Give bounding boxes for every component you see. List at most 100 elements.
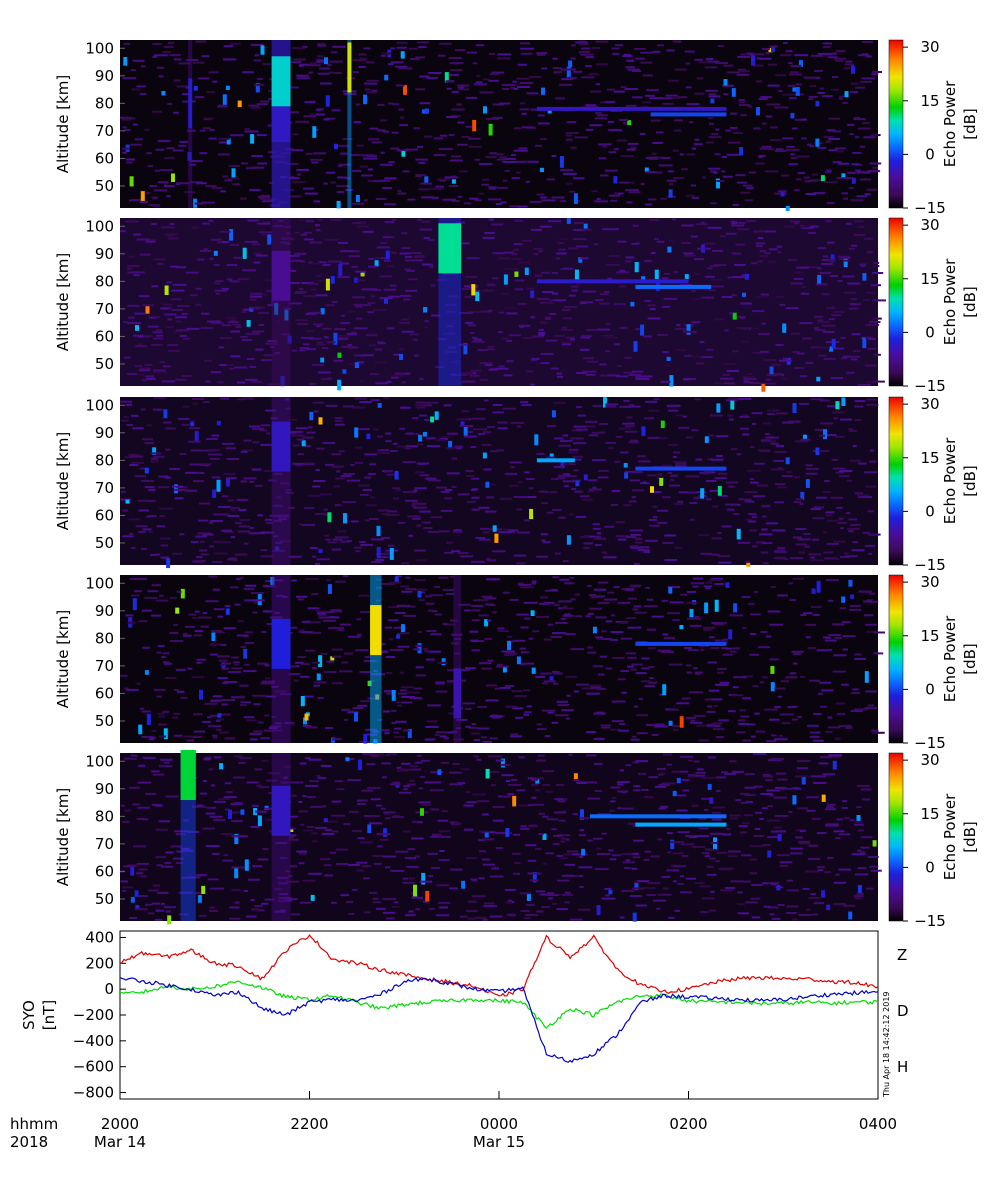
echo-cell — [841, 357, 848, 360]
echo-cell — [402, 881, 415, 884]
echo-cell — [792, 795, 797, 805]
echo-cell — [737, 719, 746, 722]
echo-cell — [809, 85, 817, 88]
echo-cell — [242, 71, 254, 74]
echo-cell — [706, 865, 714, 868]
echo-cell — [400, 232, 408, 235]
echo-cell — [765, 230, 776, 233]
echo-cell — [646, 628, 657, 631]
echo-cell — [594, 537, 607, 540]
echo-cell — [234, 366, 248, 369]
echo-layer — [650, 112, 727, 117]
echo-cell — [482, 858, 491, 861]
echo-cell — [650, 252, 656, 254]
echo-cell — [238, 509, 247, 511]
echo-cell — [465, 470, 474, 472]
echo-cell — [142, 756, 156, 759]
echo-cell — [668, 916, 675, 919]
echo-cell — [227, 177, 240, 180]
echo-cell — [841, 621, 851, 624]
echo-cell — [539, 893, 547, 896]
echo-cell — [620, 155, 634, 157]
echo-cell — [400, 701, 413, 704]
echo-cell — [172, 485, 184, 488]
echo-cell — [758, 646, 771, 649]
echo-cell — [799, 375, 808, 378]
time-tick-label: 0400 — [859, 1115, 897, 1133]
echo-cell — [641, 667, 650, 670]
echo-cell — [799, 322, 813, 325]
echo-cell — [572, 70, 583, 73]
echo-cell — [671, 770, 681, 773]
echo-cell — [484, 364, 493, 367]
echo-cell — [371, 141, 382, 144]
echo-cell — [172, 149, 184, 152]
echo-cell — [644, 417, 654, 420]
echo-cell — [451, 108, 465, 111]
echo-cell — [369, 463, 376, 466]
echo-cell — [414, 404, 425, 407]
echo-cell — [232, 323, 241, 326]
echo-cell — [666, 49, 675, 52]
echo-cell — [298, 801, 303, 804]
echo-cell — [561, 709, 574, 712]
colorbar-tick-label: 30 — [920, 573, 939, 591]
echo-cell — [686, 324, 691, 335]
echo-cell — [448, 57, 462, 59]
echo-cell — [610, 631, 624, 634]
echo-cell — [503, 528, 510, 531]
echo-cell — [307, 796, 316, 799]
echo-cell — [152, 408, 163, 411]
echo-cell — [642, 481, 647, 484]
echo-cell — [221, 442, 235, 445]
echo-cell — [209, 257, 214, 260]
echo-cell — [656, 240, 665, 243]
echo-cell — [159, 507, 173, 510]
echo-cell — [122, 820, 130, 823]
echo-cell — [197, 532, 212, 535]
echo-cell — [291, 913, 300, 916]
echo-cell — [403, 614, 417, 617]
echo-cell — [384, 866, 390, 869]
echo-cell — [439, 42, 452, 45]
echo-cell — [765, 52, 770, 55]
echo-cell — [413, 687, 423, 690]
echo-cell — [128, 453, 140, 456]
echo-cell — [660, 197, 668, 200]
echo-cell — [810, 775, 824, 778]
echo-cell — [560, 328, 574, 331]
echo-cell — [398, 348, 405, 351]
echo-cell — [229, 906, 240, 909]
echo-cell — [718, 868, 732, 871]
echo-cell — [648, 157, 658, 160]
echo-cell — [526, 894, 531, 901]
echo-cell — [501, 292, 510, 295]
echo-cell — [594, 790, 602, 792]
echo-cell — [568, 247, 578, 250]
time-tick-label: 2000 — [101, 1115, 139, 1133]
echo-cell — [706, 60, 720, 63]
echo-cell — [263, 354, 275, 357]
echo-cell — [690, 721, 703, 724]
echo-cell — [607, 447, 614, 449]
echo-cell — [723, 362, 736, 365]
echo-cell — [352, 830, 362, 833]
echo-cell — [203, 758, 211, 761]
echo-cell — [568, 448, 579, 451]
echo-cell — [695, 458, 703, 461]
echo-cell — [439, 850, 445, 852]
echo-cell — [656, 907, 661, 910]
echo-cell — [455, 49, 466, 52]
echo-cell — [234, 603, 241, 606]
echo-cell — [461, 380, 476, 383]
echo-cell — [286, 254, 300, 257]
echo-cell — [444, 497, 453, 500]
echo-cell — [238, 866, 245, 869]
echo-cell — [849, 819, 855, 822]
echo-cell — [141, 735, 153, 738]
echo-cell — [463, 343, 468, 355]
echo-cell — [752, 64, 764, 67]
echo-cell — [854, 492, 864, 495]
echo-cell — [238, 762, 246, 764]
echo-cell — [383, 690, 393, 693]
